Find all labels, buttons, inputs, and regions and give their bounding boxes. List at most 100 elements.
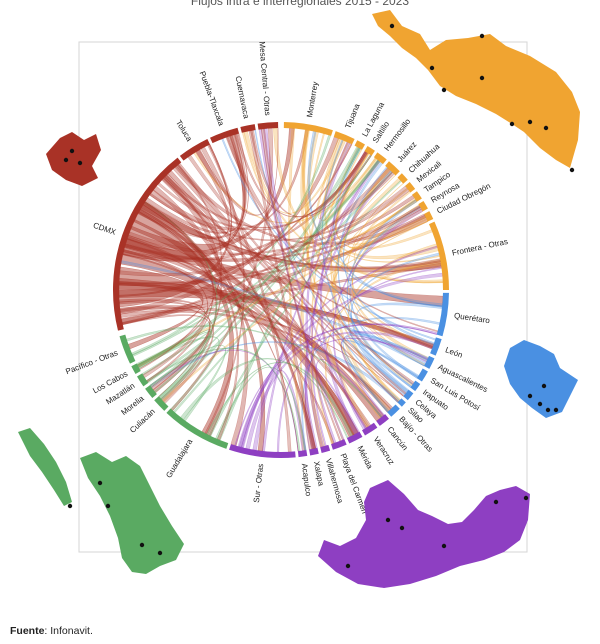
chord-link: [144, 201, 218, 400]
chord-link: [119, 136, 340, 315]
chord-link: [119, 306, 214, 404]
node-arc: [131, 363, 141, 374]
chord-link: [200, 146, 292, 453]
node-arc: [361, 422, 378, 436]
node-arc: [424, 355, 435, 369]
node-label: Xalapa: [312, 461, 326, 488]
chord-link: [241, 245, 438, 448]
chord-link: [127, 128, 295, 252]
plot-frame: [78, 41, 528, 553]
node-label: Querétaro: [453, 311, 490, 325]
chord-link: [288, 128, 305, 451]
chord-link: [126, 237, 371, 428]
node-arc: [166, 408, 229, 449]
chord-link: [152, 185, 249, 446]
node-arc: [405, 182, 416, 193]
node-label: Tijuana: [343, 102, 361, 130]
node-label: Guadalajara: [164, 437, 194, 479]
node-arc: [331, 439, 347, 450]
chord-link: [119, 171, 395, 277]
chord-link: [118, 266, 204, 350]
source-label: Fuente: [10, 625, 45, 637]
occidente-region-map: [18, 428, 184, 574]
node-arc: [387, 404, 400, 417]
chord-link: [305, 131, 370, 428]
chord-link: [118, 219, 429, 286]
node-arcs: [113, 122, 449, 458]
chord-link: [124, 234, 444, 307]
node-label: Mesa Central - Otras: [257, 41, 272, 116]
chord-link: [144, 201, 441, 269]
chord-link: [170, 128, 274, 411]
node-arc: [412, 191, 422, 202]
chord-link: [145, 135, 246, 234]
chord-link: [337, 162, 414, 386]
map-city-dots: [63, 23, 575, 569]
node-label: Toluca: [174, 119, 194, 144]
chord-link: [149, 129, 309, 231]
chord-link: [142, 201, 239, 441]
chord-link: [301, 316, 440, 451]
node-arc: [418, 200, 428, 212]
node-arc: [333, 131, 355, 145]
node-label: Mérida: [355, 444, 374, 470]
chord-link: [140, 201, 442, 273]
node-label: CDMX: [92, 221, 118, 237]
chord-link: [273, 127, 444, 284]
chord-link: [250, 130, 372, 218]
centro-region-map: [46, 132, 101, 186]
chord-link: [122, 133, 247, 262]
node-arc: [376, 414, 389, 426]
node-arc: [297, 450, 308, 458]
chord-link: [121, 262, 442, 325]
chord-link: [119, 300, 211, 393]
node-arc: [424, 211, 434, 222]
node-arc: [179, 139, 211, 161]
node-label: Pacífico - Otras: [64, 348, 119, 376]
node-arc: [373, 152, 387, 165]
node-label: Sur - Otras: [252, 463, 265, 503]
node-arc: [320, 444, 331, 454]
node-label: Villahermosa: [324, 457, 345, 504]
chord-link: [139, 204, 266, 452]
chord-link: [263, 128, 367, 429]
node-label: Cuernavaca: [233, 75, 251, 120]
chord-link: [348, 187, 428, 249]
chord-link: [121, 260, 427, 367]
chord-link: [157, 151, 367, 231]
node-arc: [416, 368, 428, 382]
chord-link: [125, 236, 359, 436]
node-arc: [229, 444, 296, 458]
chord-link: [215, 366, 306, 451]
node-label: Puebla-Tlaxcala: [198, 70, 226, 127]
chord-link: [330, 151, 401, 402]
chord-link: [242, 132, 346, 214]
chord-link: [238, 272, 443, 448]
node-arc: [354, 140, 365, 150]
chord-link: [174, 164, 427, 245]
norte-region-map: [372, 10, 580, 168]
chord-links: [118, 127, 444, 453]
source-note: Fuente: Infonavit.: [10, 625, 93, 637]
node-arc: [257, 122, 279, 130]
node-arc: [145, 385, 157, 398]
node-arc: [428, 221, 449, 291]
source-text: : Infonavit.: [44, 625, 93, 637]
chord-link: [216, 147, 362, 441]
node-label: Frontera - Otras: [451, 237, 509, 258]
chord-link: [138, 208, 299, 452]
chord-link: [235, 133, 368, 218]
chord-link: [118, 283, 435, 349]
chord-link: [304, 267, 442, 450]
node-arc: [309, 447, 319, 456]
chord-link: [139, 149, 230, 240]
chord-link: [163, 176, 316, 450]
node-arc: [436, 292, 449, 337]
chord-link: [307, 130, 443, 308]
chord-link: [248, 130, 317, 450]
node-label: Monterrey: [305, 81, 320, 118]
chord-link: [204, 144, 245, 435]
node-arc: [403, 389, 414, 401]
node-arc: [210, 127, 240, 144]
